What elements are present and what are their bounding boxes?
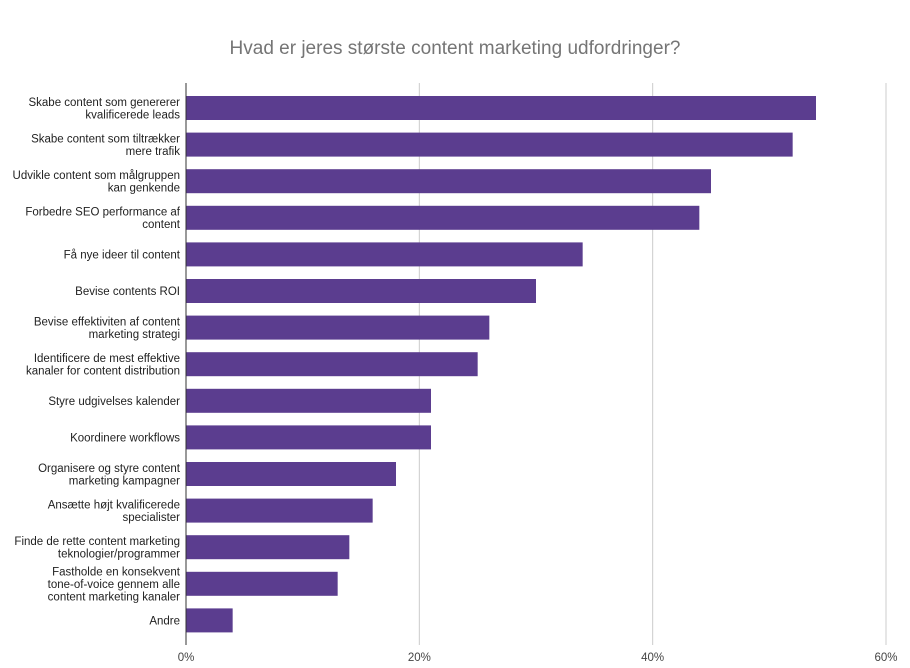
bar [186, 96, 816, 120]
bar [186, 462, 396, 486]
category-label: Styre udgivelses kalender [48, 396, 180, 408]
bar [186, 315, 490, 340]
category-label: Udvikle content som målgruppen kan genken… [13, 170, 180, 195]
bar [186, 388, 431, 413]
category-label: Koordinere workflows [70, 432, 180, 444]
bar [186, 205, 700, 230]
category-label: Fastholde en konsekvent tone-of-voice gen… [48, 566, 181, 603]
category-label: Ansætte højt kvalificerede specialister [48, 499, 180, 523]
x-tick-label: 0% [178, 652, 195, 664]
bar [186, 498, 373, 523]
x-tick-label: 60% [874, 652, 897, 664]
bar [186, 169, 711, 194]
category-label: Organisere og styre content marketing kam… [38, 463, 181, 488]
category-label: Skabe content som tiltrækker mere trafik [31, 133, 180, 158]
bar [186, 571, 338, 596]
category-label: Forbedre SEO performance af content [25, 207, 180, 232]
bar [186, 535, 350, 560]
category-label: Skabe content som genererer kvalificerede… [28, 97, 180, 122]
category-label: Identificere de mest effektive kanaler fo… [26, 353, 180, 378]
bar [186, 132, 793, 157]
category-label: Bevise contents ROI [75, 286, 180, 298]
bar [186, 352, 478, 377]
x-tick-label: 20% [408, 652, 431, 664]
chart-title: Hvad er jeres største content marketing … [229, 38, 681, 59]
category-label: Bevise effektiviten af content marketing … [34, 316, 181, 341]
category-label: Finde de rette content marketing teknolog… [14, 536, 180, 561]
bar [186, 279, 536, 303]
bar [186, 608, 233, 633]
bar [186, 242, 583, 267]
category-label: Andre [149, 615, 180, 627]
bar [186, 425, 431, 450]
x-tick-label: 40% [641, 652, 664, 664]
category-label: Få nye ideer til content [64, 249, 181, 261]
